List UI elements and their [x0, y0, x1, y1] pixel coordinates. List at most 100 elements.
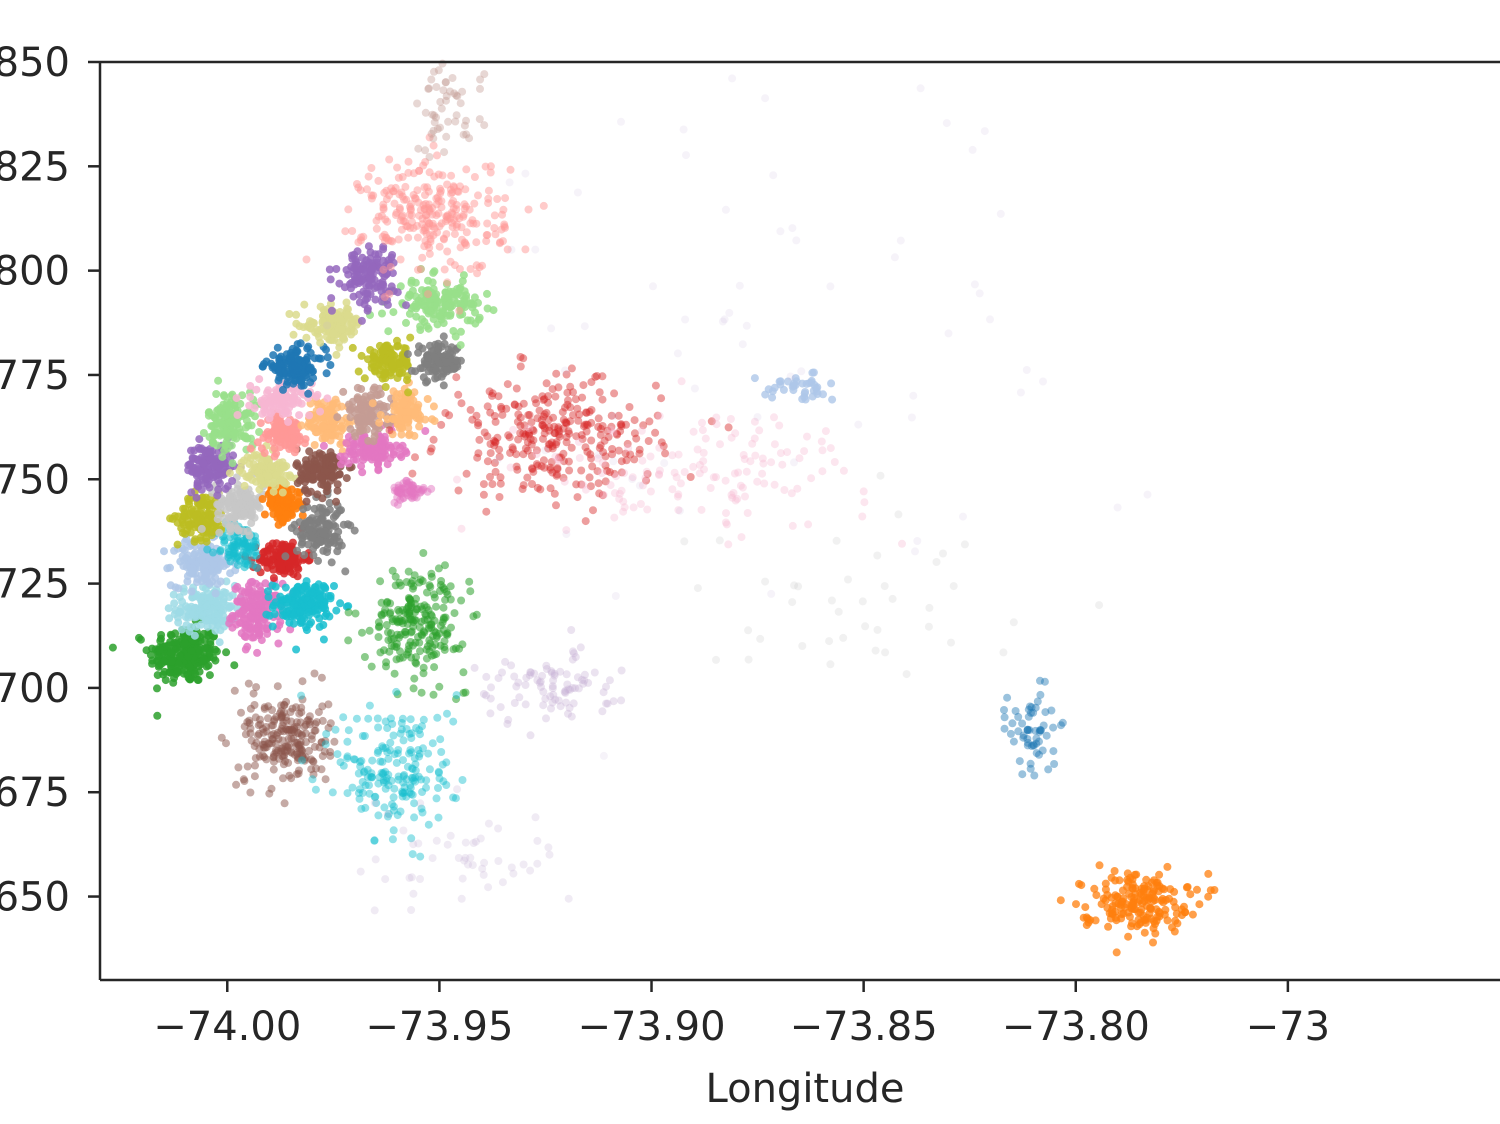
scatter-point [253, 648, 262, 657]
scatter-point [609, 429, 618, 437]
scatter-point [294, 494, 303, 503]
scatter-point [359, 232, 368, 241]
scatter-point [258, 409, 267, 418]
scatter-point [375, 453, 384, 462]
scatter-point [598, 395, 607, 404]
scatter-point [186, 528, 195, 537]
scatter-point [309, 464, 318, 473]
scatter-point [208, 621, 217, 630]
scatter-point [363, 185, 371, 194]
scatter-point [335, 279, 344, 288]
scatter-series [262, 577, 353, 654]
scatter-point [453, 356, 462, 365]
scatter-point [419, 549, 428, 557]
scatter-point [416, 647, 424, 656]
scatter-point [335, 470, 344, 479]
scatter-point [357, 462, 366, 471]
scatter-point [484, 194, 493, 203]
scatter-point [440, 645, 449, 654]
scatter-point [803, 432, 811, 441]
scatter-point [387, 349, 396, 357]
scatter-point [346, 425, 355, 434]
scatter-point [288, 344, 297, 353]
scatter-point [374, 633, 383, 641]
scatter-point [380, 368, 389, 377]
scatter-point [565, 429, 574, 438]
scatter-point [473, 453, 482, 462]
scatter-point [337, 506, 345, 515]
scatter-point [333, 480, 342, 489]
scatter-point [211, 645, 220, 654]
scatter-point [307, 599, 316, 608]
scatter-point [500, 222, 509, 231]
scatter-point [446, 257, 455, 266]
scatter-point [290, 376, 299, 385]
scatter-point [680, 468, 689, 476]
scatter-point [307, 618, 315, 627]
scatter-point [207, 514, 216, 523]
scatter-point [233, 560, 242, 569]
scatter-point [454, 390, 463, 399]
scatter-point [743, 509, 752, 517]
scatter-point [268, 479, 277, 488]
scatter-point [406, 638, 415, 646]
scatter-point [326, 592, 335, 600]
scatter-point [750, 434, 759, 443]
scatter-point [364, 714, 373, 723]
scatter-point [166, 563, 174, 572]
scatter-point [181, 538, 189, 546]
scatter-point [298, 511, 307, 520]
scatter-point [249, 614, 258, 623]
scatter-point [386, 263, 395, 271]
scatter-point [261, 579, 270, 588]
scatter-point [353, 271, 362, 280]
scatter-point [644, 437, 653, 445]
scatter-point [197, 555, 206, 564]
scatter-point [560, 477, 569, 486]
scatter-point [234, 763, 243, 772]
scatter-point [427, 651, 436, 660]
scatter-point [483, 304, 492, 313]
scatter-point [205, 593, 214, 602]
scatter-point [189, 467, 198, 476]
scatter-point [240, 509, 249, 518]
scatter-point [222, 648, 231, 657]
scatter-point [306, 378, 315, 387]
scatter-point [317, 765, 326, 774]
scatter-point [174, 512, 183, 521]
scatter-point [327, 306, 336, 315]
scatter-point [199, 629, 208, 638]
scatter-point [433, 713, 442, 722]
scatter-point [376, 390, 385, 398]
scatter-point [620, 469, 629, 478]
scatter-point [402, 318, 410, 327]
scatter-point [582, 427, 591, 436]
scatter-point [587, 436, 596, 445]
scatter-series [217, 669, 339, 808]
scatter-point [442, 96, 450, 105]
scatter-point [260, 703, 269, 712]
scatter-point [322, 455, 330, 464]
scatter-point [435, 774, 444, 783]
scatter-point [602, 699, 611, 708]
scatter-point [233, 411, 242, 419]
scatter-point [472, 238, 481, 247]
scatter-point [366, 275, 375, 284]
scatter-point [424, 204, 433, 213]
scatter-point [542, 714, 550, 723]
scatter-point [382, 341, 391, 350]
scatter-point [276, 617, 285, 626]
scatter-series [164, 575, 246, 647]
scatter-point [606, 481, 615, 490]
scatter-point [437, 104, 446, 113]
scatter-point [406, 333, 415, 342]
scatter-point [582, 485, 590, 494]
scatter-point [668, 451, 677, 460]
scatter-point [459, 668, 468, 677]
scatter-point [414, 265, 422, 274]
scatter-point [355, 421, 364, 430]
scatter-point [264, 714, 272, 723]
scatter-point [331, 423, 340, 432]
scatter-point [279, 611, 287, 620]
scatter-point [734, 468, 743, 477]
